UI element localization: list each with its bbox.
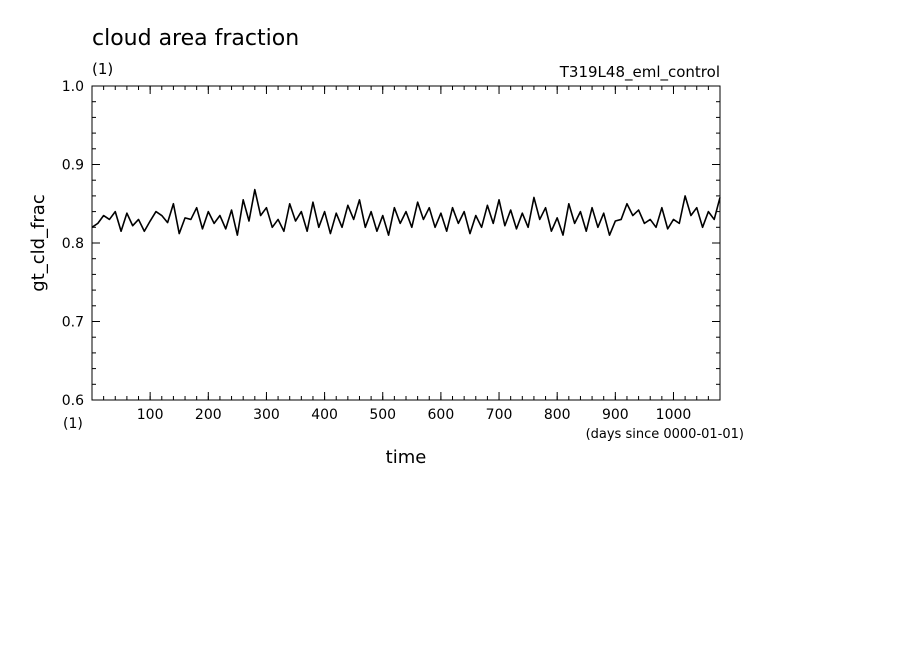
x-tick-label: 800: [544, 407, 571, 423]
y-tick-labels: 0.6 0.7 0.8 0.9 1.0: [62, 79, 84, 409]
y-tick-label: 0.8: [62, 236, 84, 252]
x-tick-label: 400: [311, 407, 338, 423]
x-tick-label: 500: [369, 407, 396, 423]
x-tick-label: 1000: [656, 407, 692, 423]
experiment-label: T319L48_eml_control: [559, 63, 720, 82]
x-tick-label: 600: [428, 407, 455, 423]
y-axis-units: (1): [63, 416, 83, 432]
x-tick-label: 100: [137, 407, 164, 423]
series-line: [91, 188, 721, 236]
x-tick-labels: 100 200 300 400 500 600 700 800 900 1000: [137, 407, 692, 423]
chart-title: cloud area fraction: [92, 26, 299, 51]
x-axis-label: time: [386, 447, 427, 468]
plot-frame: [91, 85, 721, 401]
y-tick-label: 0.6: [62, 393, 84, 409]
y-axis-label: gt_cld_frac: [28, 194, 49, 291]
y-tick-label: 0.7: [62, 315, 84, 331]
x-tick-label: 900: [602, 407, 629, 423]
axis-ticks: [92, 85, 720, 401]
x-axis-units: (days since 0000-01-01): [586, 427, 744, 442]
y-tick-label: 1.0: [62, 79, 84, 95]
x-tick-label: 300: [253, 407, 280, 423]
y-tick-label: 0.9: [62, 158, 84, 174]
chart-title-units: (1): [92, 60, 113, 78]
x-tick-label: 200: [195, 407, 222, 423]
x-tick-label: 700: [486, 407, 513, 423]
